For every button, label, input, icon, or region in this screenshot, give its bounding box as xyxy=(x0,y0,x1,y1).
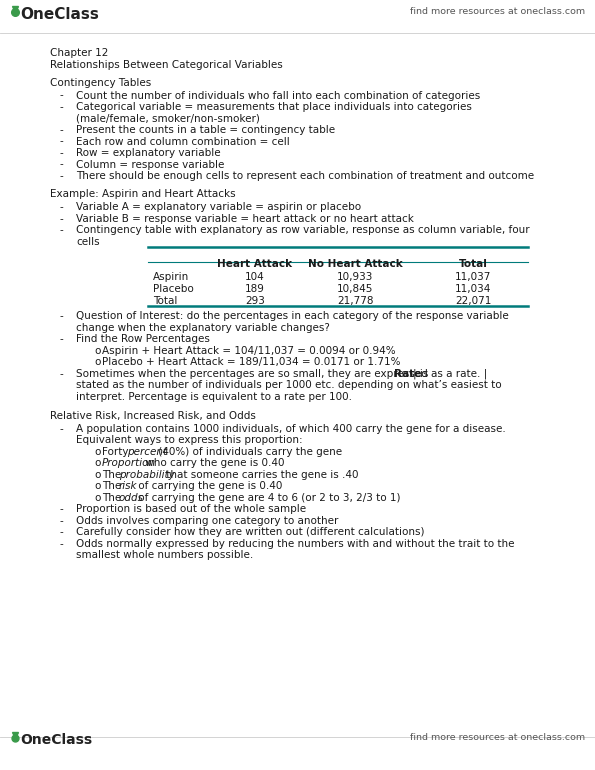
Text: Chapter 12: Chapter 12 xyxy=(50,48,108,58)
Text: Contingency table with explanatory as row variable, response as column variable,: Contingency table with explanatory as ro… xyxy=(76,225,530,235)
Text: -: - xyxy=(60,125,64,135)
Text: -: - xyxy=(60,527,64,537)
Text: o: o xyxy=(94,470,101,480)
Text: -: - xyxy=(60,136,64,146)
Text: Placebo: Placebo xyxy=(153,284,194,294)
Text: -: - xyxy=(60,334,64,344)
Text: Heart Attack: Heart Attack xyxy=(217,259,293,269)
Text: Equivalent ways to express this proportion:: Equivalent ways to express this proporti… xyxy=(76,435,303,445)
Text: (40%) of individuals carry the gene: (40%) of individuals carry the gene xyxy=(155,447,342,457)
Text: -: - xyxy=(60,424,64,434)
Text: Variable A = explanatory variable = aspirin or placebo: Variable A = explanatory variable = aspi… xyxy=(76,202,361,212)
Text: o: o xyxy=(94,481,101,491)
Text: find more resources at oneclass.com: find more resources at oneclass.com xyxy=(410,7,585,16)
Text: -: - xyxy=(60,369,64,379)
Text: percent: percent xyxy=(127,447,167,457)
Text: o: o xyxy=(94,447,101,457)
Text: 189: 189 xyxy=(245,284,265,294)
Text: 10,933: 10,933 xyxy=(337,272,373,282)
Text: No Heart Attack: No Heart Attack xyxy=(308,259,402,269)
Text: Total: Total xyxy=(459,259,487,269)
Text: -: - xyxy=(60,516,64,526)
Text: There should be enough cells to represent each combination of treatment and outc: There should be enough cells to represen… xyxy=(76,171,534,181)
Text: -: - xyxy=(60,539,64,549)
Text: Present the counts in a table = contingency table: Present the counts in a table = continge… xyxy=(76,125,335,135)
Text: o: o xyxy=(94,357,101,367)
Text: Carefully consider how they are written out (different calculations): Carefully consider how they are written … xyxy=(76,527,424,537)
Text: Relationships Between Categorical Variables: Relationships Between Categorical Variab… xyxy=(50,59,283,69)
Text: The: The xyxy=(102,493,124,503)
Text: OneClass: OneClass xyxy=(20,733,92,747)
Text: 21,778: 21,778 xyxy=(337,296,373,306)
Text: -: - xyxy=(60,504,64,514)
Text: Contingency Tables: Contingency Tables xyxy=(50,78,151,88)
Text: of carrying the gene are 4 to 6 (or 2 to 3, 2/3 to 1): of carrying the gene are 4 to 6 (or 2 to… xyxy=(134,493,400,503)
Text: stated as the number of individuals per 1000 etc. depending on what’s easiest to: stated as the number of individuals per … xyxy=(76,380,502,390)
Text: -: - xyxy=(60,213,64,223)
Text: odds: odds xyxy=(119,493,144,503)
Text: change when the explanatory variable changes?: change when the explanatory variable cha… xyxy=(76,323,330,333)
Text: who carry the gene is 0.40: who carry the gene is 0.40 xyxy=(142,458,284,468)
Text: 293: 293 xyxy=(245,296,265,306)
Text: -: - xyxy=(60,159,64,169)
Text: -: - xyxy=(60,171,64,181)
Text: Proportion is based out of the whole sample: Proportion is based out of the whole sam… xyxy=(76,504,306,514)
Text: 104: 104 xyxy=(245,272,265,282)
Text: o: o xyxy=(94,346,101,356)
Text: Odds involves comparing one category to another: Odds involves comparing one category to … xyxy=(76,516,339,526)
Text: Forty: Forty xyxy=(102,447,131,457)
Text: Relative Risk, Increased Risk, and Odds: Relative Risk, Increased Risk, and Odds xyxy=(50,411,256,421)
Text: Total: Total xyxy=(153,296,177,306)
Text: probability: probability xyxy=(119,470,174,480)
Text: -: - xyxy=(60,202,64,212)
Text: Odds normally expressed by reducing the numbers with and without the trait to th: Odds normally expressed by reducing the … xyxy=(76,539,515,549)
Text: OneClass: OneClass xyxy=(20,7,99,22)
Text: A population contains 1000 individuals, of which 400 carry the gene for a diseas: A population contains 1000 individuals, … xyxy=(76,424,506,434)
Text: smallest whole numbers possible.: smallest whole numbers possible. xyxy=(76,551,253,561)
Text: -: - xyxy=(60,225,64,235)
Text: (male/female, smoker/non-smoker): (male/female, smoker/non-smoker) xyxy=(76,113,260,123)
Text: Find the Row Percentages: Find the Row Percentages xyxy=(76,334,210,344)
Text: Example: Aspirin and Heart Attacks: Example: Aspirin and Heart Attacks xyxy=(50,189,236,199)
Text: -: - xyxy=(60,91,64,101)
Text: that someone carries the gene is .40: that someone carries the gene is .40 xyxy=(162,470,358,480)
Text: -: - xyxy=(60,102,64,112)
Text: risk: risk xyxy=(119,481,137,491)
Text: -: - xyxy=(60,148,64,158)
Text: Placebo + Heart Attack = 189/11,034 = 0.0171 or 1.71%: Placebo + Heart Attack = 189/11,034 = 0.… xyxy=(102,357,400,367)
Text: | is: | is xyxy=(413,369,428,379)
Text: Sometimes when the percentages are so small, they are expressed as a rate. |: Sometimes when the percentages are so sm… xyxy=(76,369,487,379)
Text: Variable B = response variable = heart attack or no heart attack: Variable B = response variable = heart a… xyxy=(76,213,414,223)
Text: The: The xyxy=(102,481,124,491)
Text: cells: cells xyxy=(76,236,99,246)
Text: o: o xyxy=(94,493,101,503)
Text: Column = response variable: Column = response variable xyxy=(76,159,224,169)
Text: interpret. Percentage is equivalent to a rate per 100.: interpret. Percentage is equivalent to a… xyxy=(76,392,352,402)
Text: -: - xyxy=(60,311,64,321)
Text: Each row and column combination = cell: Each row and column combination = cell xyxy=(76,136,290,146)
Text: find more resources at oneclass.com: find more resources at oneclass.com xyxy=(410,733,585,742)
Text: 11,034: 11,034 xyxy=(455,284,491,294)
Text: Row = explanatory variable: Row = explanatory variable xyxy=(76,148,221,158)
Text: of carrying the gene is 0.40: of carrying the gene is 0.40 xyxy=(134,481,282,491)
Text: The: The xyxy=(102,470,124,480)
Text: Count the number of individuals who fall into each combination of categories: Count the number of individuals who fall… xyxy=(76,91,480,101)
Text: Rate: Rate xyxy=(394,369,421,379)
Text: Question of Interest: do the percentages in each category of the response variab: Question of Interest: do the percentages… xyxy=(76,311,509,321)
Text: Proportion: Proportion xyxy=(102,458,156,468)
Text: 22,071: 22,071 xyxy=(455,296,491,306)
Text: o: o xyxy=(94,458,101,468)
Text: Aspirin + Heart Attack = 104/11,037 = 0.0094 or 0.94%: Aspirin + Heart Attack = 104/11,037 = 0.… xyxy=(102,346,396,356)
Text: 11,037: 11,037 xyxy=(455,272,491,282)
Text: Aspirin: Aspirin xyxy=(153,272,189,282)
Text: 10,845: 10,845 xyxy=(337,284,373,294)
Text: Categorical variable = measurements that place individuals into categories: Categorical variable = measurements that… xyxy=(76,102,472,112)
